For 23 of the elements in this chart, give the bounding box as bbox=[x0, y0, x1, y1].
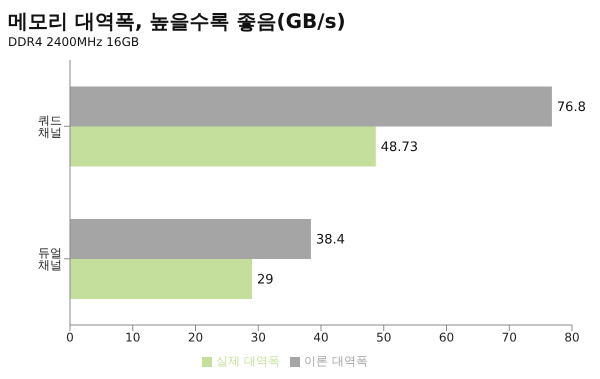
data-label: 29 bbox=[256, 272, 274, 288]
chart-subtitle: DDR4 2400MHz 16GB bbox=[8, 34, 140, 50]
x-tick-label: 80 bbox=[564, 330, 580, 345]
x-tick-label: 0 bbox=[66, 330, 74, 345]
data-label: 76.8 bbox=[556, 100, 586, 116]
chart-title: 메모리 대역폭, 높을수록 좋음(GB/s) bbox=[8, 8, 347, 34]
bar bbox=[70, 86, 552, 126]
x-tick-label: 10 bbox=[125, 330, 140, 345]
y-tick-label: 쿼드 채널 bbox=[38, 114, 62, 140]
x-tick-label: 40 bbox=[313, 330, 329, 345]
x-tick-label: 20 bbox=[188, 330, 204, 345]
bar bbox=[70, 219, 311, 259]
y-tick-label: 듀얼 채널 bbox=[38, 246, 62, 272]
x-tick-label: 50 bbox=[376, 330, 392, 345]
x-tick-label: 70 bbox=[502, 330, 517, 345]
bar bbox=[70, 259, 252, 299]
data-label: 48.73 bbox=[380, 140, 418, 156]
x-tick-label: 60 bbox=[438, 330, 454, 345]
legend-label: 실제 대역폭 bbox=[216, 354, 280, 368]
legend-label: 이론 대역폭 bbox=[304, 354, 368, 368]
bar bbox=[70, 126, 376, 166]
data-label: 38.4 bbox=[316, 232, 345, 248]
x-tick-label: 30 bbox=[250, 330, 266, 345]
